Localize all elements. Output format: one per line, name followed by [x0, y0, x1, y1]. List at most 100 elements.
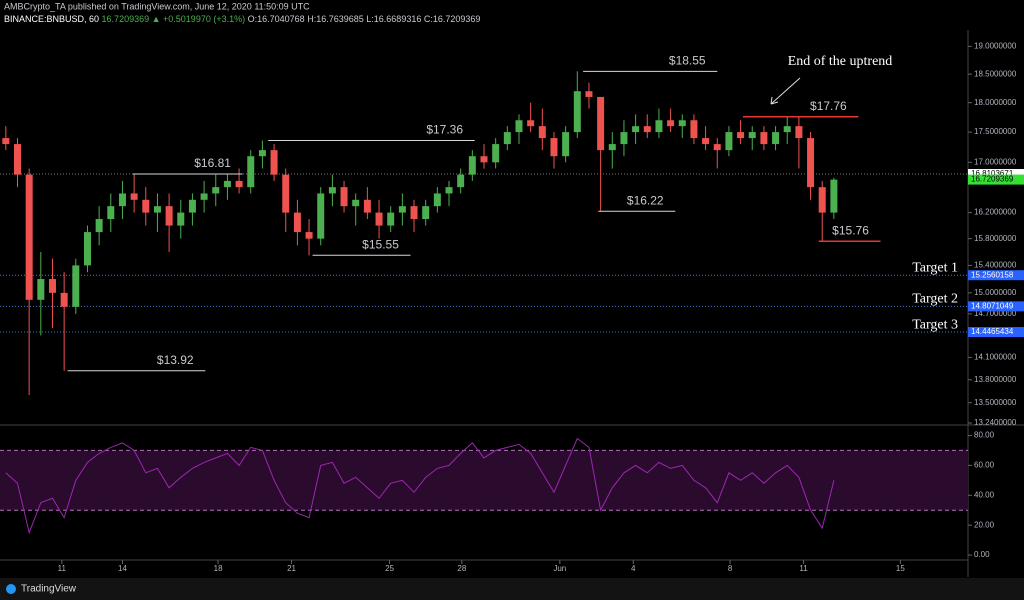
candle-body: [177, 212, 185, 226]
candle-body: [830, 179, 838, 213]
y-tick-label: 13.5000000: [974, 398, 1017, 407]
y-tick-label: 13.8000000: [974, 375, 1017, 384]
candle-body: [667, 120, 675, 127]
candle-body: [643, 126, 651, 133]
candle-body: [282, 174, 290, 213]
x-tick-label: 25: [385, 564, 394, 573]
candle-body: [468, 156, 476, 175]
candle-body: [807, 138, 815, 188]
y-tick-label: 19.0000000: [974, 41, 1017, 50]
candle-body: [247, 156, 255, 188]
y-tick-label: 13.2400000: [974, 418, 1017, 427]
y-tick-label: 17.0000000: [974, 157, 1017, 166]
candle-body: [713, 144, 721, 151]
candle-body: [258, 150, 266, 157]
candle-body: [783, 126, 791, 133]
y-tick-label: 20.00: [974, 520, 995, 529]
price-box: [968, 174, 1024, 185]
candle-body: [153, 206, 161, 213]
candle-body: [200, 193, 208, 200]
candle-body: [550, 138, 558, 157]
candle-body: [305, 232, 313, 239]
last: 16.7209369: [102, 14, 150, 24]
candle-body: [37, 279, 45, 300]
symbol: BINANCE:BNBUSD, 60: [4, 14, 99, 24]
ohlc-legend: BINANCE:BNBUSD, 60 16.7209369 ▲ +0.50199…: [4, 14, 480, 24]
candle-body: [95, 219, 103, 233]
candle-body: [422, 206, 430, 220]
candle-body: [25, 174, 33, 300]
candle-body: [340, 187, 348, 207]
candle-body: [13, 144, 21, 175]
x-tick-label: Jun: [553, 564, 566, 573]
candle-body: [142, 199, 150, 213]
candle-body: [352, 199, 360, 207]
candle-body: [375, 212, 383, 226]
brand-logo: [6, 584, 16, 594]
candle-body: [107, 206, 115, 220]
candle-body: [235, 180, 243, 188]
level-label: $17.36: [426, 123, 463, 137]
candle-body: [317, 193, 325, 239]
candle-body: [527, 120, 535, 127]
price-box-label: 14.4465434: [971, 327, 1014, 336]
y-tick-label: 15.0000000: [974, 288, 1017, 297]
level-label: $15.76: [832, 223, 869, 237]
price-box-label: 16.7209369: [971, 175, 1014, 184]
target-label: Target 3: [912, 317, 958, 332]
candle-body: [538, 126, 546, 139]
candle-body: [188, 199, 196, 213]
level-label: $18.55: [669, 54, 706, 68]
candle-body: [223, 180, 231, 188]
y-tick-label: 40.00: [974, 490, 995, 499]
note-arrow: [770, 77, 801, 105]
level-label: $13.92: [157, 353, 194, 367]
candle-body: [60, 292, 68, 307]
price-box: [968, 301, 1024, 312]
candle-body: [165, 206, 173, 226]
price-box-label: 16.8103671: [971, 169, 1014, 178]
candle-body: [2, 138, 10, 145]
candle-body: [678, 120, 686, 127]
candle-body: [118, 193, 126, 207]
candle-body: [562, 132, 570, 157]
x-tick-label: 11: [799, 564, 808, 573]
y-tick-label: 60.00: [974, 460, 995, 469]
y-tick-label: 0.00: [974, 550, 990, 559]
candle-body: [480, 156, 488, 163]
note-arrowhead: [770, 96, 779, 105]
candle-body: [818, 187, 826, 213]
candle-body: [457, 174, 465, 188]
level-label: $16.22: [627, 193, 664, 207]
footer: [0, 578, 1024, 600]
candle-body: [573, 91, 581, 133]
candle-body: [293, 212, 301, 233]
y-tick-label: 15.4000000: [974, 261, 1017, 270]
candle-body: [795, 126, 803, 139]
candle-body: [748, 132, 756, 139]
candle-body: [130, 193, 138, 200]
note: End of the uptrend: [788, 54, 893, 69]
price-box: [968, 327, 1024, 338]
candle-body: [72, 265, 80, 307]
target-label: Target 1: [912, 260, 958, 275]
rsi-line: [5, 437, 835, 535]
level-label: $15.55: [362, 237, 399, 251]
y-tick-label: 14.7000000: [974, 309, 1017, 318]
candle-body: [772, 132, 780, 145]
x-tick-label: 14: [118, 564, 127, 573]
candle-body: [737, 132, 745, 139]
price-box-label: 15.2560158: [971, 270, 1014, 279]
candle-body: [690, 120, 698, 139]
candle-body: [445, 187, 453, 194]
candle-body: [48, 279, 56, 293]
price-box: [968, 270, 1024, 281]
candle-body: [608, 144, 616, 151]
close: C:16.7209369: [424, 14, 481, 24]
candle-body: [83, 232, 91, 266]
x-tick-label: 21: [287, 564, 296, 573]
open: O:16.7040768: [248, 14, 305, 24]
candle-body: [433, 193, 441, 207]
